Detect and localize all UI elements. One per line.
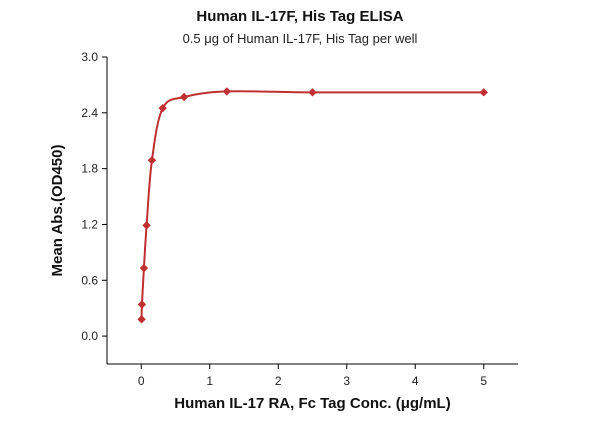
y-tick-label: 1.8	[81, 162, 98, 176]
fit-curve	[140, 90, 484, 320]
data-point-marker	[158, 103, 167, 113]
x-tick-label: 4	[412, 374, 419, 388]
y-tick-label: 2.4	[81, 106, 98, 120]
x-tick-label: 5	[480, 374, 487, 388]
data-point-marker	[222, 87, 232, 96]
y-axis-label: Mean Abs.(OD450)	[49, 145, 66, 277]
y-tick-label: 3.0	[81, 50, 98, 64]
data-point-marker	[179, 92, 189, 102]
x-tick-label: 0	[138, 374, 145, 388]
y-tick-label: 1.2	[81, 217, 98, 231]
data-point-marker	[147, 156, 157, 165]
x-tick-label: 2	[275, 374, 282, 388]
y-ticks: 0.0 0.6 1.2 1.8 2.4 3.0	[81, 50, 107, 343]
chart-title: Human IL-17F, His Tag ELISA	[196, 8, 404, 25]
data-point-marker	[479, 88, 488, 97]
data-point-marker	[139, 263, 149, 273]
y-tick-label: 0.6	[81, 273, 98, 287]
data-point-marker	[308, 88, 317, 97]
chart-subtitle: 0.5 μg of Human IL-17F, His Tag per well	[182, 31, 418, 46]
x-tick-label: 1	[206, 374, 213, 388]
data-point-marker	[137, 300, 147, 309]
y-tick-label: 0.0	[81, 329, 98, 343]
data-point-marker	[137, 315, 146, 324]
axes	[106, 57, 518, 365]
x-ticks: 0 1 2 3 4 5	[138, 364, 487, 388]
x-tick-label: 3	[343, 374, 350, 388]
data-points	[137, 87, 488, 324]
x-axis-label: Human IL-17 RA, Fc Tag Conc. (μg/mL)	[174, 395, 450, 412]
data-point-marker	[142, 221, 151, 230]
